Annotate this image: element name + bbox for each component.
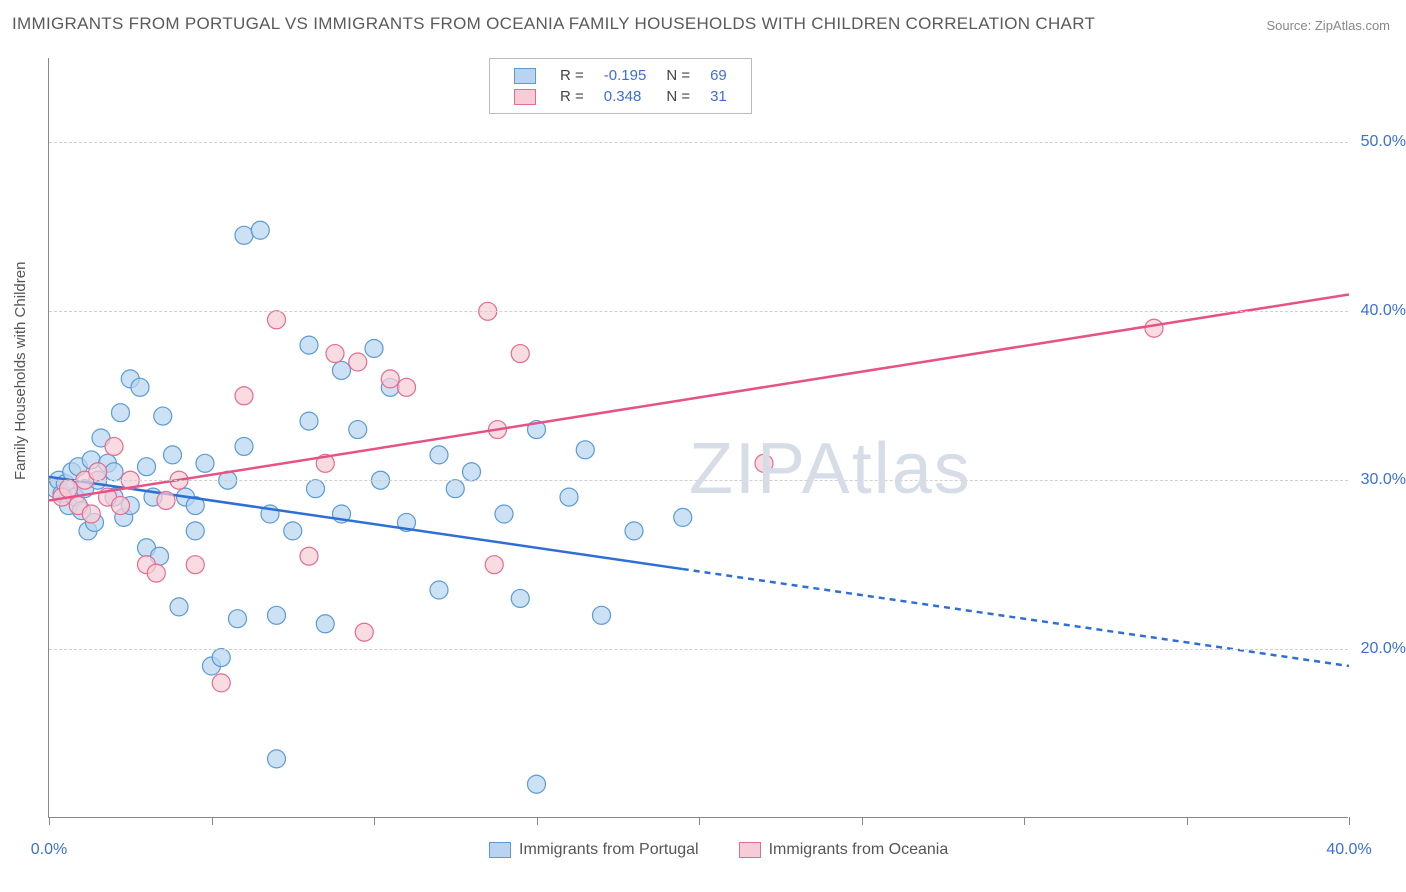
data-point <box>284 522 302 540</box>
data-point <box>268 311 286 329</box>
data-point <box>365 339 383 357</box>
data-point <box>235 437 253 455</box>
y-tick-label: 30.0% <box>1361 471 1406 489</box>
x-tick <box>1349 817 1350 825</box>
data-point <box>229 610 247 628</box>
legend-n-portugal: 69 <box>700 65 737 86</box>
legend-r-label-2: R = <box>550 86 594 107</box>
legend-label-portugal: Immigrants from Portugal <box>519 841 699 859</box>
chart-title: IMMIGRANTS FROM PORTUGAL VS IMMIGRANTS F… <box>12 14 1095 34</box>
data-point <box>251 221 269 239</box>
gridline <box>49 649 1348 650</box>
data-point <box>430 581 448 599</box>
data-point <box>89 463 107 481</box>
data-point <box>316 615 334 633</box>
data-point <box>593 606 611 624</box>
data-point <box>154 407 172 425</box>
legend-item-portugal: Immigrants from Portugal <box>489 841 699 859</box>
data-point <box>235 226 253 244</box>
data-point <box>625 522 643 540</box>
data-point <box>105 437 123 455</box>
data-point <box>485 556 503 574</box>
x-tick <box>862 817 863 825</box>
data-point <box>60 480 78 498</box>
data-point <box>511 589 529 607</box>
data-point <box>560 488 578 506</box>
data-point <box>196 454 214 472</box>
data-point <box>355 623 373 641</box>
data-point <box>398 378 416 396</box>
data-point <box>381 370 399 388</box>
chart-container: IMMIGRANTS FROM PORTUGAL VS IMMIGRANTS F… <box>0 0 1406 892</box>
legend-swatch-oceania-bottom <box>739 842 761 858</box>
x-tick <box>699 817 700 825</box>
y-tick-label: 50.0% <box>1361 133 1406 151</box>
legend-n-label-2: N = <box>656 86 700 107</box>
data-point <box>170 598 188 616</box>
gridline <box>49 311 1348 312</box>
legend-series: Immigrants from Portugal Immigrants from… <box>489 841 948 859</box>
data-point <box>1145 319 1163 337</box>
legend-n-oceania: 31 <box>700 86 737 107</box>
gridline <box>49 142 1348 143</box>
x-tick <box>212 817 213 825</box>
data-point <box>186 522 204 540</box>
legend-swatch-oceania <box>514 89 536 105</box>
legend-swatch-portugal-bottom <box>489 842 511 858</box>
data-point <box>157 491 175 509</box>
data-point <box>112 404 130 422</box>
data-point <box>268 750 286 768</box>
data-point <box>82 505 100 523</box>
legend-item-oceania: Immigrants from Oceania <box>739 841 949 859</box>
x-tick <box>537 817 538 825</box>
data-point <box>164 446 182 464</box>
data-point <box>463 463 481 481</box>
data-point <box>528 775 546 793</box>
x-tick-label: 0.0% <box>31 841 67 859</box>
data-point <box>300 547 318 565</box>
legend-correlation: R = -0.195 N = 69 R = 0.348 N = 31 <box>489 58 752 114</box>
data-point <box>576 441 594 459</box>
data-point <box>105 463 123 481</box>
data-point <box>446 480 464 498</box>
source-label: Source: ZipAtlas.com <box>1266 18 1390 33</box>
data-point <box>300 336 318 354</box>
legend-n-label: N = <box>656 65 700 86</box>
data-point <box>349 353 367 371</box>
x-tick <box>374 817 375 825</box>
x-tick-label: 40.0% <box>1326 841 1371 859</box>
x-tick <box>49 817 50 825</box>
data-point <box>674 508 692 526</box>
data-point <box>138 458 156 476</box>
data-point <box>112 497 130 515</box>
data-point <box>326 345 344 363</box>
x-tick <box>1187 817 1188 825</box>
data-point <box>495 505 513 523</box>
legend-swatch-portugal <box>514 68 536 84</box>
data-point <box>430 446 448 464</box>
data-point <box>268 606 286 624</box>
data-point <box>235 387 253 405</box>
y-tick-label: 20.0% <box>1361 640 1406 658</box>
data-point <box>511 345 529 363</box>
data-point <box>186 556 204 574</box>
legend-r-portugal: -0.195 <box>594 65 657 86</box>
plot-area: ZIPAtlas R = -0.195 N = 69 R = 0.348 N =… <box>48 58 1348 818</box>
data-point <box>131 378 149 396</box>
legend-r-label: R = <box>550 65 594 86</box>
y-tick-label: 40.0% <box>1361 302 1406 320</box>
legend-r-oceania: 0.348 <box>594 86 657 107</box>
data-point <box>307 480 325 498</box>
x-tick <box>1024 817 1025 825</box>
y-axis-label: Family Households with Children <box>12 262 29 480</box>
legend-label-oceania: Immigrants from Oceania <box>769 841 949 859</box>
data-point <box>147 564 165 582</box>
data-point <box>349 421 367 439</box>
data-point <box>300 412 318 430</box>
data-point <box>212 649 230 667</box>
data-point <box>333 361 351 379</box>
data-point <box>212 674 230 692</box>
regression-line-extrapolated <box>683 569 1349 666</box>
watermark: ZIPAtlas <box>689 428 972 510</box>
